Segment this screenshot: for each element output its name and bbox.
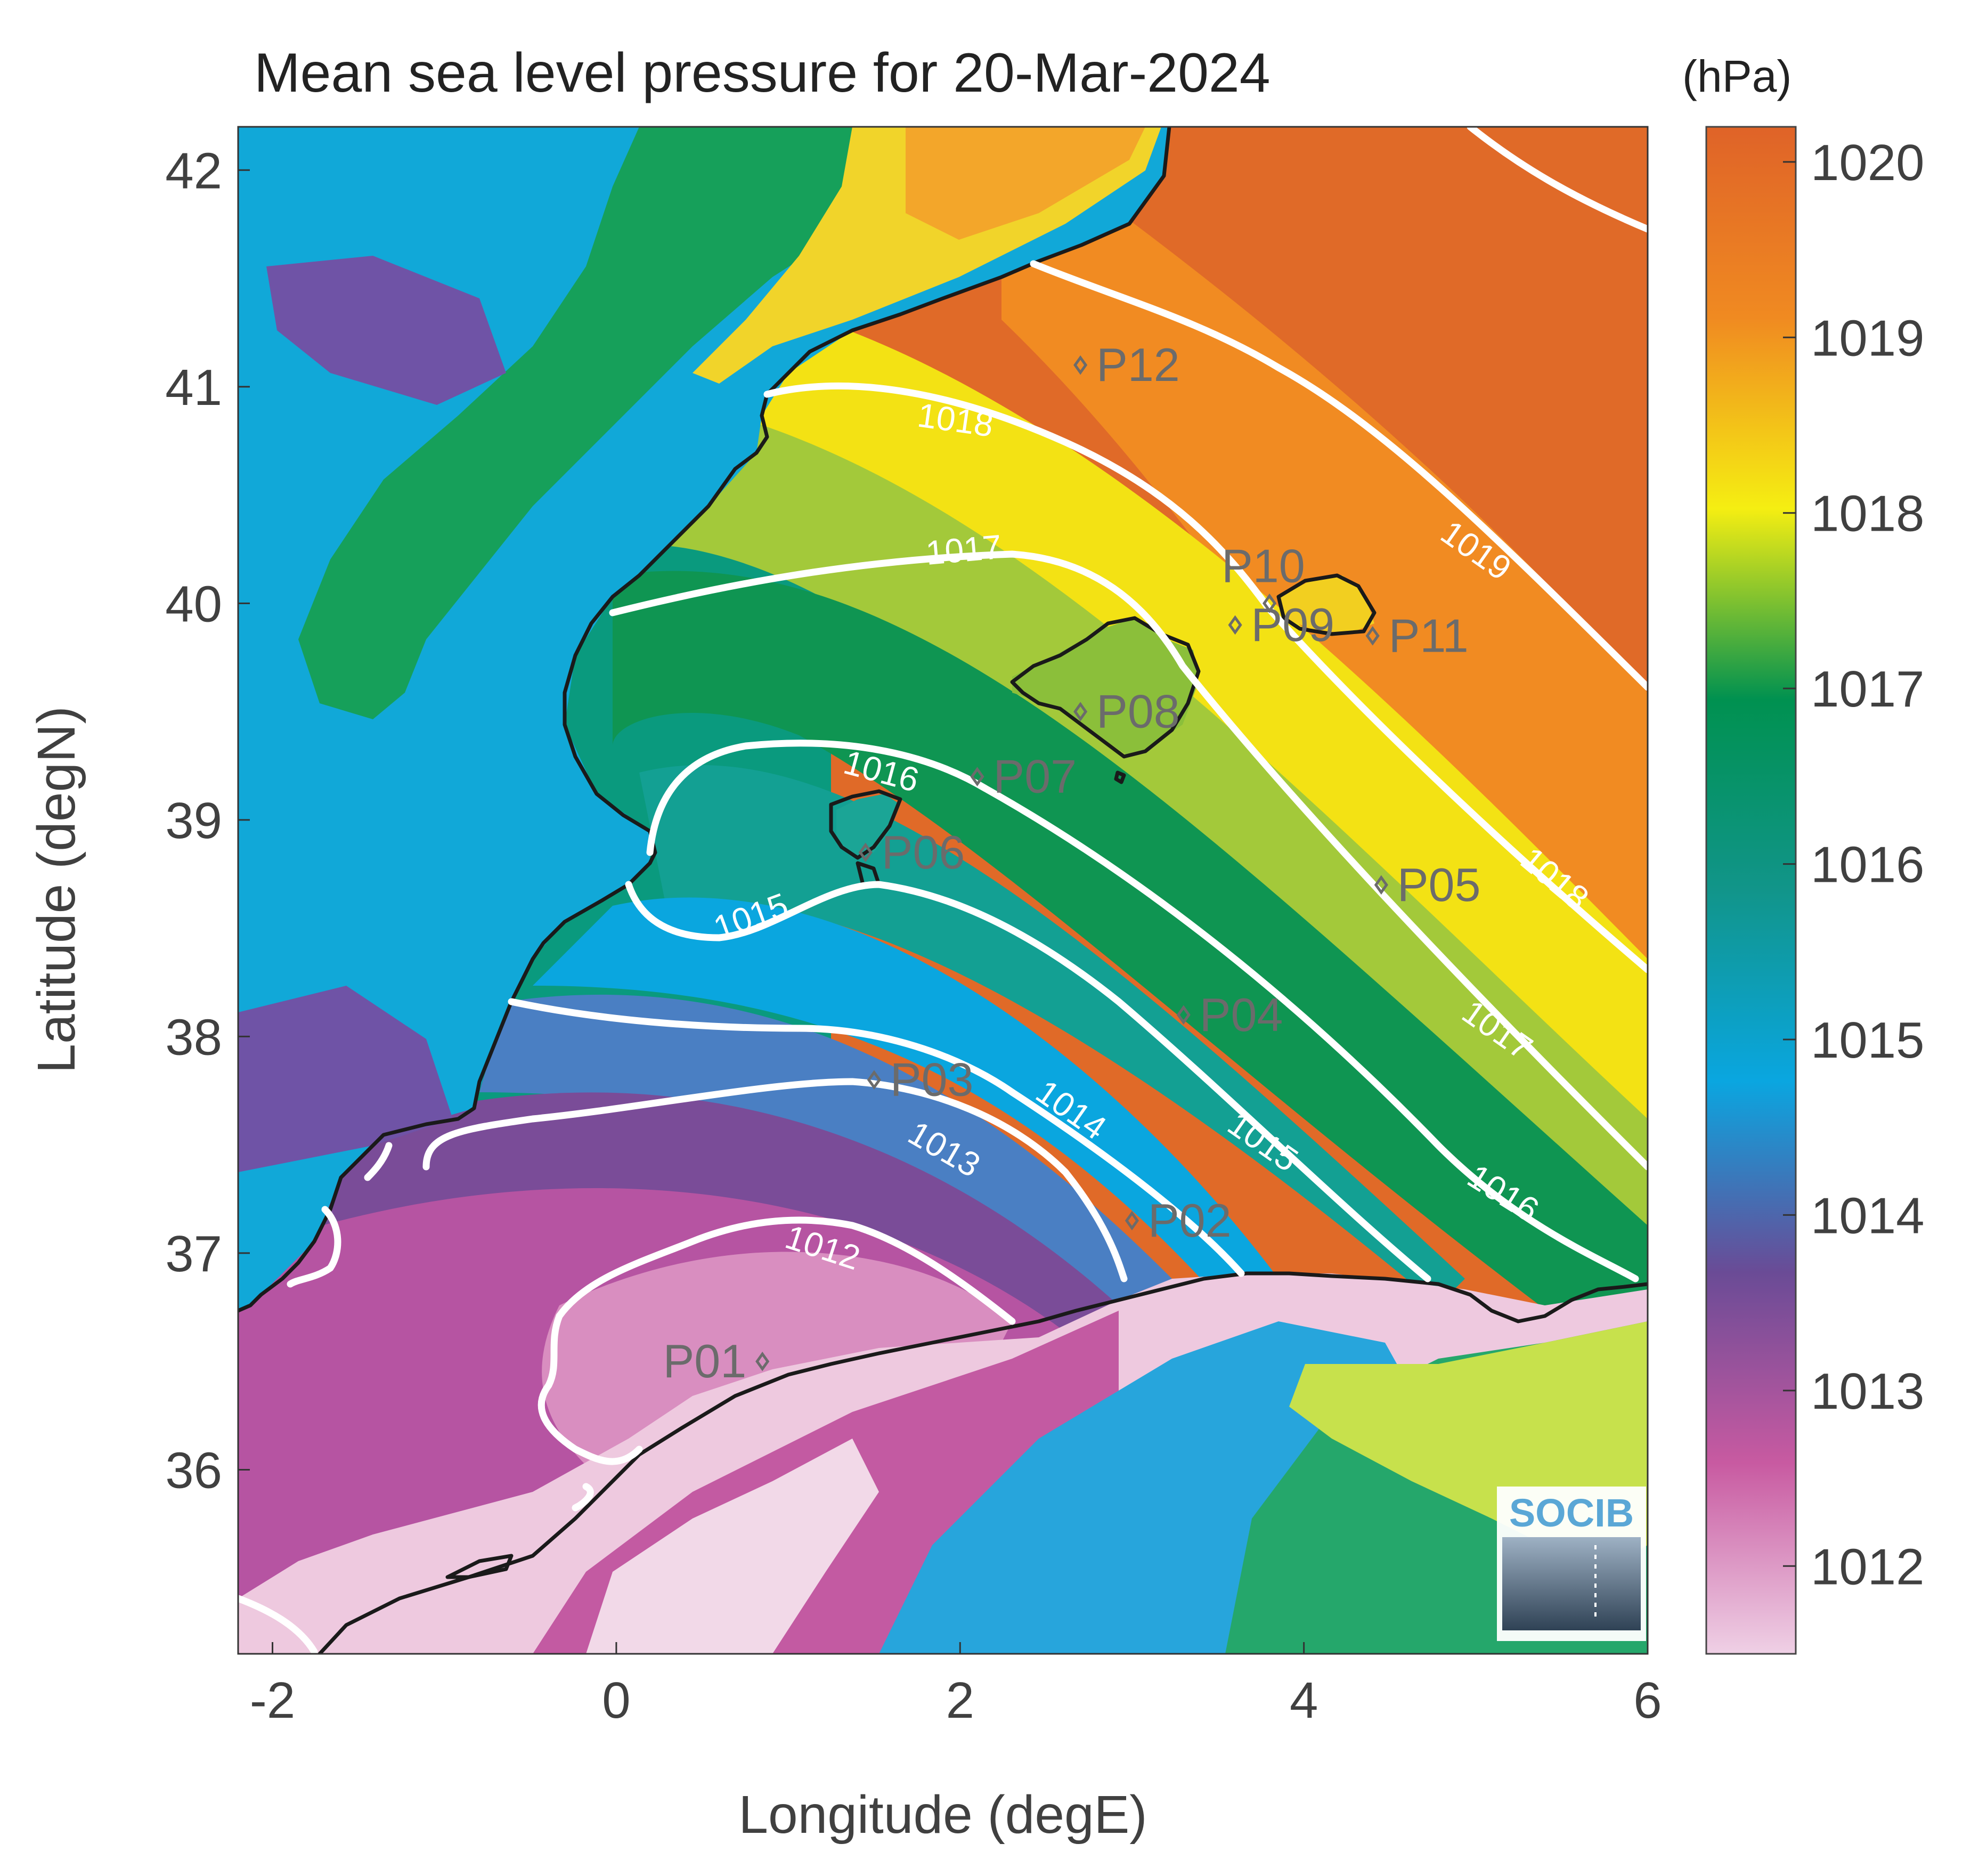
x-axis-label: Longitude (degE): [738, 1785, 1147, 1845]
isobar-1012-line-d: [238, 1595, 318, 1654]
colorbar-tick-label: 1017: [1811, 661, 1925, 718]
station-label-p10: P10: [1221, 539, 1305, 592]
y-tick-label: 40: [165, 575, 222, 632]
isobar-1014-line-a: [508, 998, 1245, 1277]
x-tick-label: 6: [1633, 1672, 1662, 1729]
station-points: P01 P02 P03 P04 P05 P06 P07 P08 P09 P10 P11 P12: [663, 338, 1481, 1387]
y-tick-label: 38: [165, 1009, 222, 1066]
station-label-p12: P12: [1096, 338, 1180, 391]
station-marker-p03: [867, 1070, 882, 1090]
colorbar-ticks: 1012 1013 1014 1015 1016 1017 1018 1019 1020: [1783, 134, 1925, 1595]
field-band-1016: [639, 765, 1465, 1305]
isobars: [238, 127, 1648, 1654]
station-label-p07: P07: [994, 750, 1077, 803]
colorbar-tick-label: 1014: [1811, 1187, 1925, 1244]
coastlines: [238, 127, 1648, 1654]
isobar-1017-line-a: [609, 550, 1648, 1171]
isobar-1013-line-b: [364, 1142, 393, 1181]
station-label-p05: P05: [1397, 858, 1481, 911]
station-marker-p01: [755, 1351, 770, 1371]
field-band-1014: [479, 994, 1172, 1305]
colorbar-tick-label: 1015: [1811, 1012, 1925, 1069]
x-tick-label: 0: [602, 1672, 630, 1729]
field-band-1015: [533, 897, 1278, 1305]
isobar-1019-line: [1467, 127, 1648, 233]
coastline-africa: [317, 1271, 1648, 1654]
map-panel: [238, 127, 1648, 1654]
balearic-ibiza: [836, 794, 900, 858]
x-tick-label: 2: [946, 1672, 974, 1729]
isobar-1012-line-a: [556, 1216, 1016, 1325]
colorbar-tick-label: 1018: [1811, 485, 1925, 542]
y-tick-label: 41: [165, 359, 222, 416]
x-tick-label: 4: [1290, 1672, 1318, 1729]
balearic-majorca: [1012, 618, 1199, 757]
station-marker-p07: [970, 767, 984, 786]
station-marker-p12: [1073, 355, 1088, 375]
station-label-p01: P01: [663, 1335, 747, 1387]
station-label-p02: P02: [1148, 1194, 1232, 1247]
station-marker-p09: [1228, 615, 1242, 635]
coastline-majorca: [1010, 616, 1201, 759]
station-label-p08: P08: [1096, 685, 1180, 738]
y-axis-label: Latitude (degN): [27, 706, 86, 1073]
station-marker-p06: [858, 842, 873, 863]
coastline-ibiza: [829, 789, 902, 860]
colorbar: [1705, 126, 1797, 1655]
station-label-p11: P11: [1389, 609, 1469, 662]
field-band-1017: [613, 571, 1648, 1385]
isobar-1015-line-a: [625, 881, 1431, 1282]
socib-logo-text: SOCIB: [1509, 1491, 1634, 1535]
isobar-1012-line-c: [572, 1483, 594, 1512]
inland-purple-1: [266, 256, 506, 405]
coastline-cabrera: [1114, 770, 1126, 784]
map-title: Mean sea level pressure for 20-Mar-2024: [254, 42, 1271, 104]
field-band-1012: [542, 1252, 1012, 1465]
balearic-minorca: [1278, 575, 1374, 634]
x-axis-ticks: -2 0 2 4 6: [250, 1642, 1662, 1729]
y-tick-label: 42: [165, 142, 222, 199]
station-marker-p08: [1073, 702, 1088, 721]
iberia-plateau-green: [298, 127, 938, 719]
coastline-iberia: [238, 127, 1171, 1313]
ne-iberia-orange: [906, 127, 1145, 240]
colorbar-tick-label: 1016: [1811, 837, 1925, 894]
isobar-1018-line-a: [763, 383, 1648, 973]
africa-pink-light: [586, 1439, 879, 1654]
isobar-1013-line-c: [287, 1206, 341, 1288]
socib-logo-panel: [1502, 1537, 1641, 1630]
station-label-p03: P03: [890, 1053, 974, 1106]
isobar-1012-line-b: [538, 1312, 643, 1465]
y-tick-label: 36: [165, 1442, 222, 1499]
coastline-alboran: [445, 1554, 514, 1579]
station-label-p09: P09: [1251, 598, 1335, 651]
station-marker-p11: [1365, 626, 1380, 646]
station-marker-p04: [1176, 1005, 1191, 1025]
coastline-minorca: [1276, 573, 1377, 636]
x-tick-label: -2: [250, 1672, 295, 1729]
station-marker-p10: [1263, 594, 1277, 613]
isobar-1016-line-a: [646, 740, 1639, 1282]
station-marker-p05: [1374, 875, 1388, 895]
station-label-p04: P04: [1200, 988, 1283, 1041]
map-frame: [237, 126, 1649, 1655]
station-marker-p02: [1125, 1211, 1139, 1231]
colorbar-tick-label: 1013: [1811, 1363, 1925, 1420]
colorbar-unit: (hPa): [1682, 51, 1791, 101]
isobar-1019-line-b: [1030, 260, 1648, 691]
y-axis-ticks: 36 37 38 39 40 41 42: [165, 142, 250, 1499]
land-areas: [238, 127, 1648, 1654]
inland-purple-2: [238, 986, 453, 1172]
y-tick-label: 39: [165, 792, 222, 849]
isobar-1013-line-a: [422, 1078, 1128, 1282]
y-tick-label: 37: [165, 1225, 222, 1282]
isobar-label-1017a: 1017: [924, 527, 1003, 572]
colorbar-tick-label: 1019: [1811, 310, 1925, 367]
socib-logo: SOCIB: [1497, 1487, 1646, 1641]
colorbar-tick-label: 1012: [1811, 1538, 1925, 1595]
station-label-p06: P06: [882, 826, 965, 879]
colorbar-tick-label: 1020: [1811, 134, 1925, 191]
